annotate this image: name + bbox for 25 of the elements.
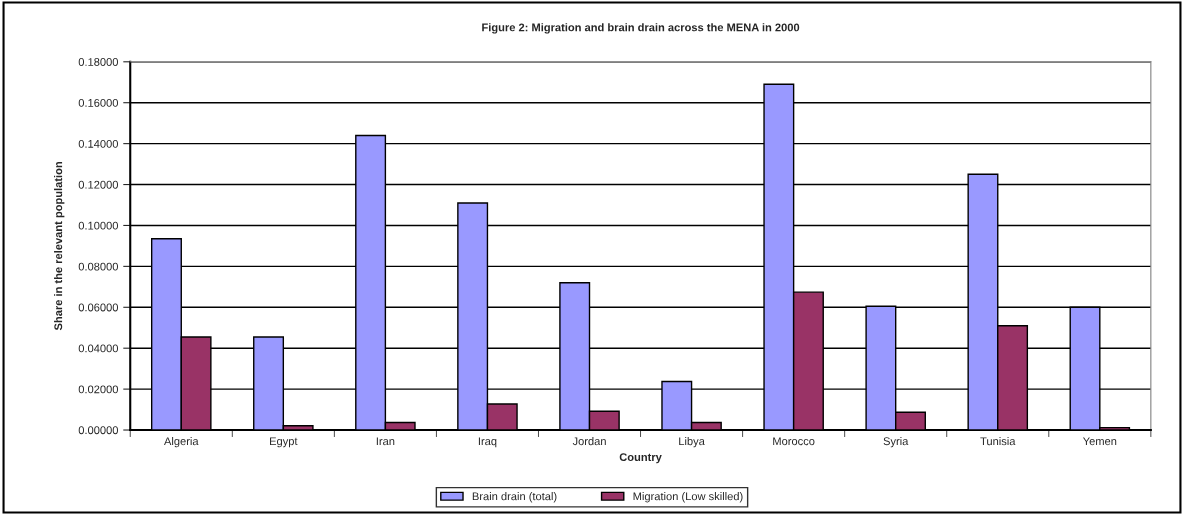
y-tick-label: 0.14000 <box>78 139 118 148</box>
chart-title: Figure 2: Migration and brain drain across the MENA in 2000 <box>482 23 800 34</box>
y-tick-label: 0.16000 <box>78 98 118 107</box>
x-tick-label: Jordan <box>572 436 606 446</box>
x-axis-title: Country <box>619 453 662 464</box>
x-tick-label: Syria <box>883 436 909 448</box>
y-tick-label: 0.02000 <box>78 385 118 394</box>
legend-label: Migration (Low skilled) <box>633 492 743 503</box>
x-tick-label: Libya <box>679 436 705 448</box>
y-tick-label: 0.12000 <box>78 180 118 189</box>
y-tick-label: 0.18000 <box>78 58 118 66</box>
x-tick-label: Morocco <box>773 437 815 446</box>
x-tick-label: Egypt <box>270 437 298 448</box>
x-tick-label: Yemen <box>1082 437 1117 446</box>
y-tick-label: 0.04000 <box>78 344 118 353</box>
y-tick-label: 0.06000 <box>78 303 118 312</box>
x-tick-label: Tunisia <box>980 436 1016 446</box>
y-tick-label: 0.00000 <box>78 426 118 435</box>
x-tick-label: Algeria <box>164 436 199 448</box>
y-axis-title: Share in the relevant population <box>54 162 65 331</box>
y-tick-label: 0.08000 <box>78 262 118 271</box>
y-tick-label: 0.10000 <box>78 221 118 230</box>
x-tick-label: Iran <box>376 437 395 446</box>
x-tick-label: Iraq <box>478 437 497 448</box>
legend-label: Brain drain (total) <box>472 492 557 503</box>
